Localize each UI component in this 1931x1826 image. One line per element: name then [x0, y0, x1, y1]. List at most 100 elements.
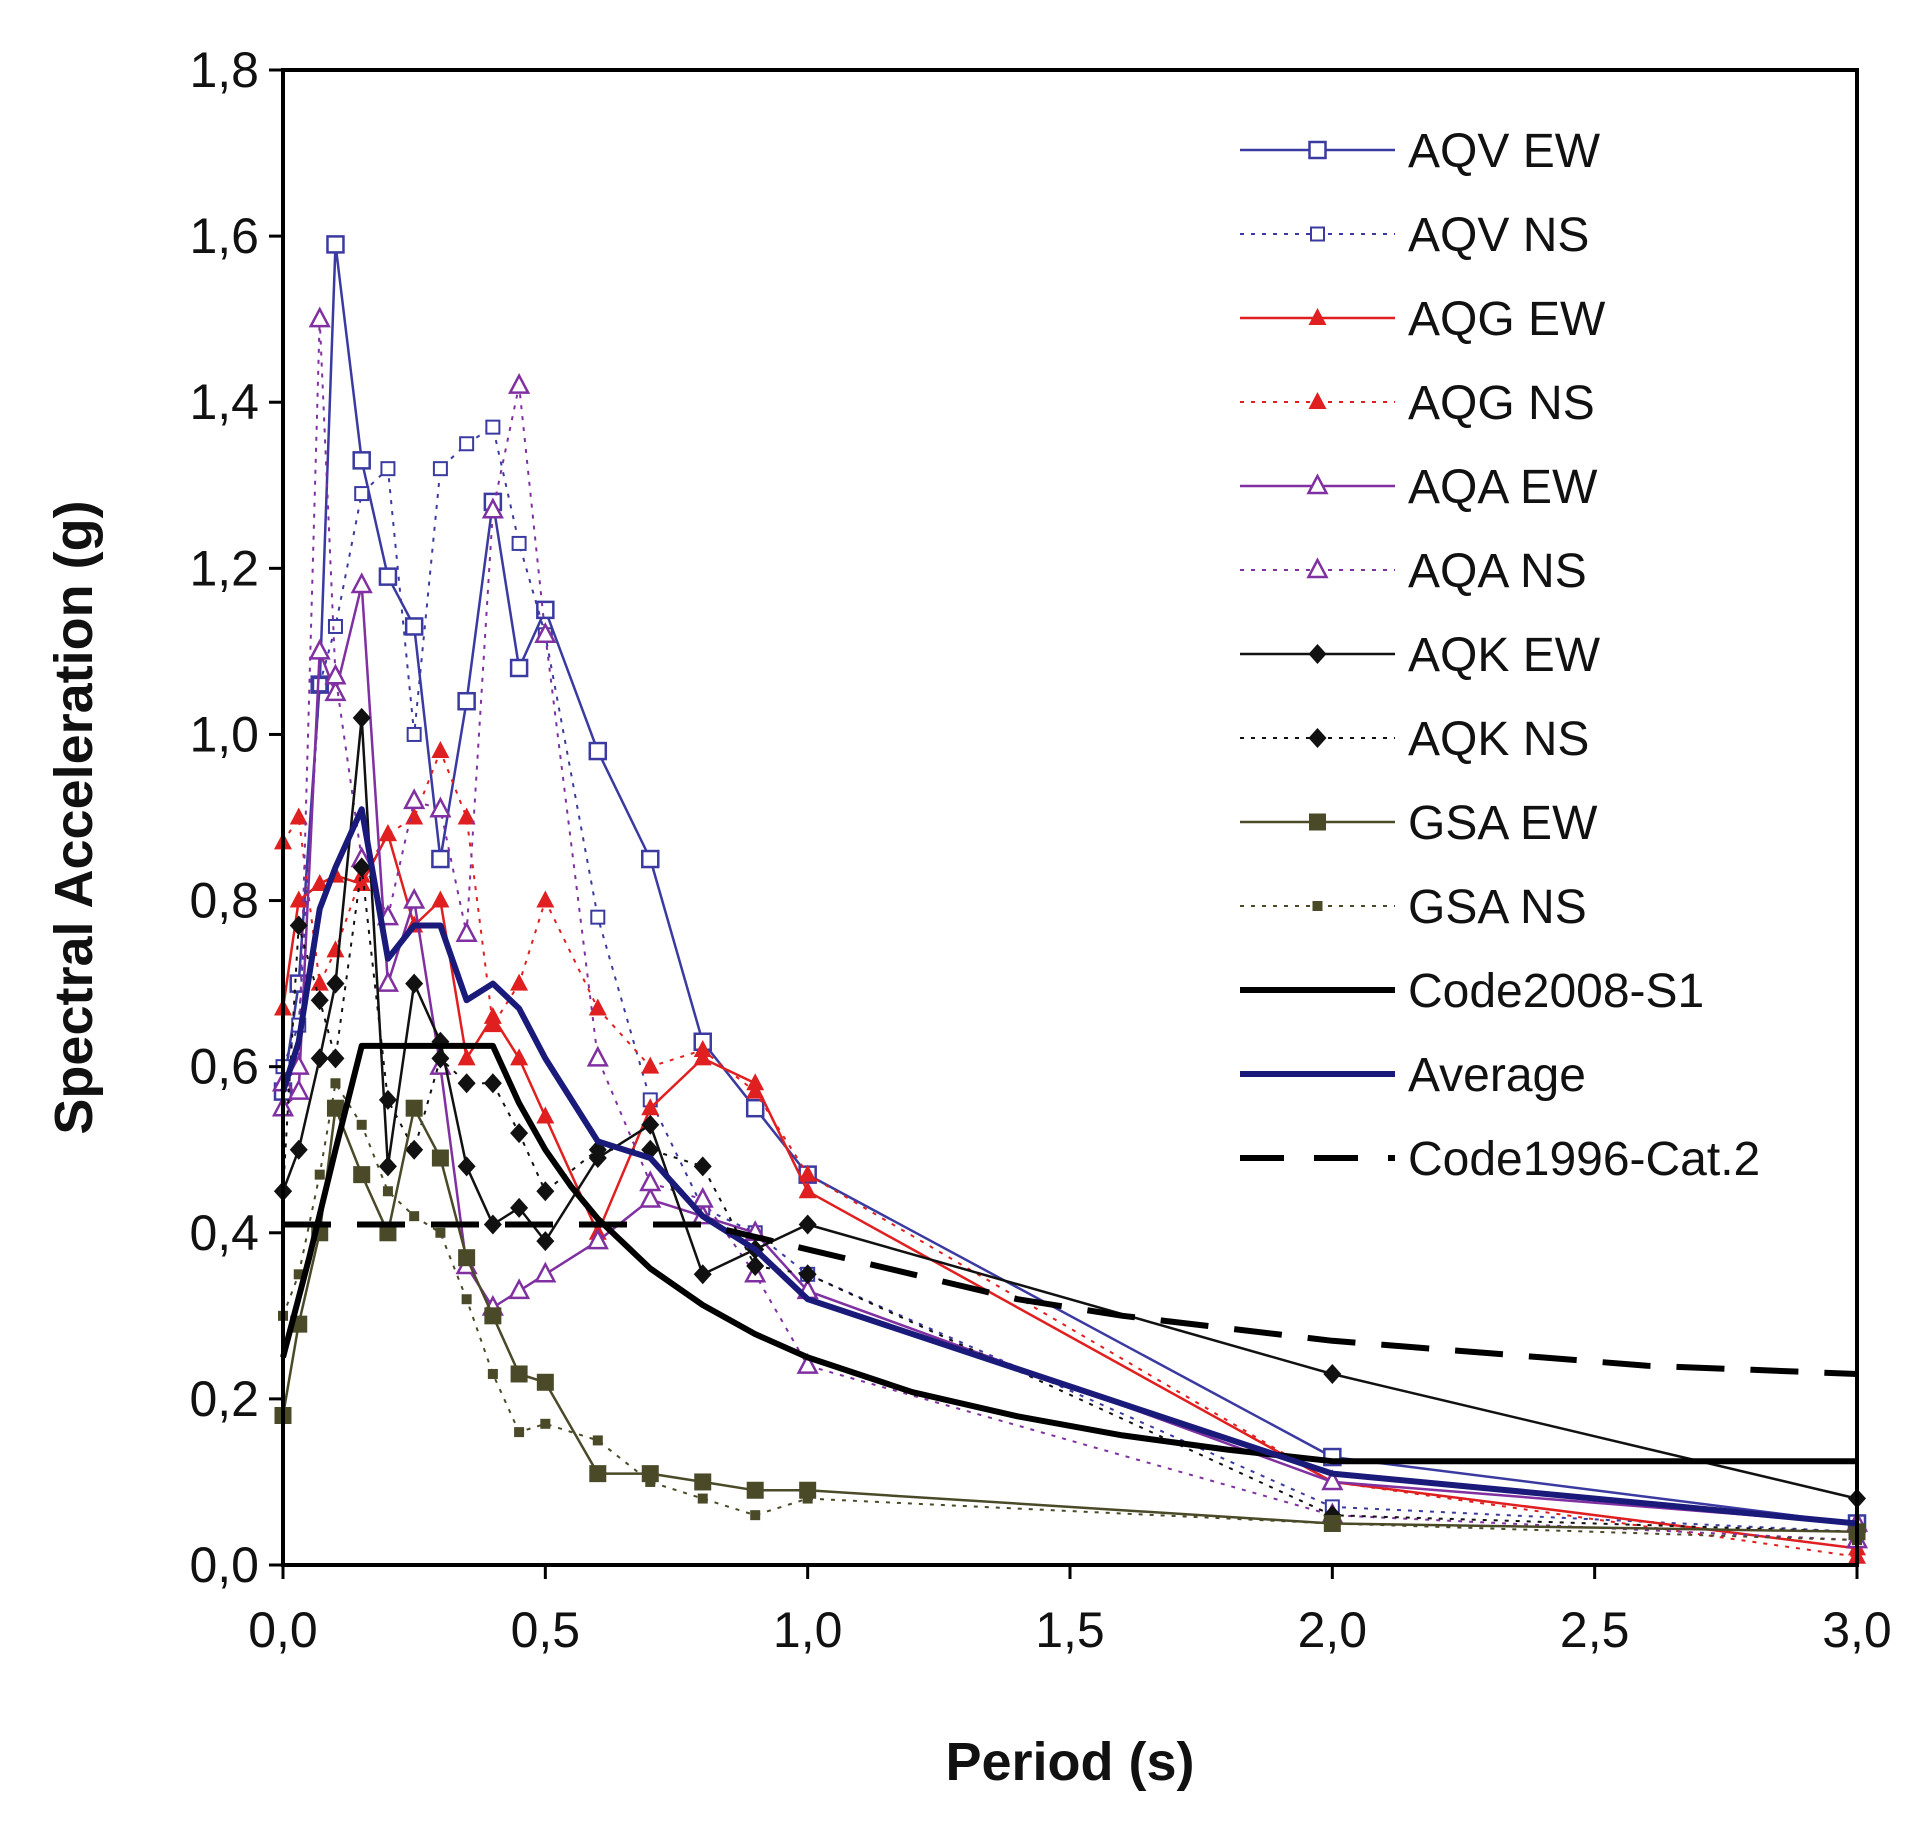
data-point-aqv-ew — [352, 451, 371, 470]
data-point-gsa-ew — [746, 1481, 764, 1499]
data-point-aqv-ew — [457, 691, 476, 711]
data-point-aqa-ew — [287, 1078, 310, 1100]
x-tick-label: 2,0 — [1298, 1602, 1368, 1658]
series-layer — [271, 235, 1869, 1564]
data-point-aqg-ns — [431, 741, 450, 759]
data-point-aqv-ew — [378, 567, 398, 586]
y-tick-label: 1,2 — [189, 540, 259, 596]
legend-item-aqa-ns: AQA NS — [1240, 545, 1587, 598]
data-point-aqk-ew — [352, 707, 371, 728]
data-point-gsa-ns — [409, 1211, 420, 1222]
data-point-aqv-ns — [511, 535, 527, 551]
legend-label-code2008-s1: Code2008-S1 — [1408, 965, 1704, 1018]
data-point-aqk-ns — [483, 1073, 502, 1094]
data-point-aqa-ns — [586, 1045, 609, 1067]
data-point-aqg-ns — [310, 973, 329, 991]
legend-marker-aqk-ns — [1308, 728, 1327, 748]
data-point-aqg-ns — [693, 1040, 712, 1058]
data-point-aqv-ns — [354, 486, 370, 502]
data-point-aqg-ns — [536, 890, 555, 908]
legend-item-aqv-ew: AQV EW — [1240, 125, 1601, 178]
data-point-aqk-ns — [510, 1123, 529, 1144]
legend-marker-aqk-ew — [1308, 644, 1327, 664]
data-point-aqv-ns — [459, 436, 475, 452]
data-point-gsa-ew — [694, 1473, 712, 1491]
data-point-gsa-ew — [589, 1465, 607, 1483]
data-point-aqv-ew — [641, 849, 660, 869]
data-point-aqa-ew — [586, 1228, 609, 1250]
data-point-aqa-ew — [308, 638, 331, 660]
x-tick-label: 2,5 — [1560, 1602, 1630, 1658]
data-point-aqa-ns — [508, 372, 531, 394]
data-point-aqa-ew — [324, 680, 347, 702]
data-point-aqg-ns — [457, 807, 476, 825]
y-axis-title: Spectral Acceleration (g) — [44, 500, 104, 1134]
data-point-gsa-ew — [431, 1149, 449, 1167]
legend-item-aqv-ns: AQV NS — [1240, 209, 1589, 262]
data-point-aqa-ns — [455, 921, 478, 943]
data-point-gsa-ew — [536, 1373, 554, 1391]
data-point-gsa-ns — [750, 1510, 761, 1521]
legend-label-aqa-ns: AQA NS — [1408, 545, 1587, 598]
data-point-aqk-ew — [798, 1214, 817, 1235]
data-point-aqk-ew — [536, 1231, 555, 1252]
y-tick-label: 1,4 — [189, 374, 259, 430]
legend-item-gsa-ew: GSA EW — [1240, 797, 1598, 850]
legend-item-aqa-ew: AQA EW — [1240, 461, 1598, 514]
data-point-aqk-ew — [693, 1264, 712, 1285]
data-point-aqk-ew — [289, 1139, 308, 1160]
data-point-aqg-ns — [289, 807, 308, 825]
data-point-aqv-ns — [432, 461, 448, 477]
data-point-aqa-ns — [639, 1170, 662, 1192]
y-tick-label: 1,6 — [189, 208, 259, 264]
legend-marker-aqa-ew — [1306, 473, 1329, 495]
series-line-code1996-cat-2 — [283, 1221, 1858, 1377]
data-point-gsa-ns — [1327, 1518, 1338, 1529]
legend-item-average: Average — [1240, 1049, 1586, 1102]
legend-item-aqg-ns: AQG NS — [1240, 377, 1595, 430]
legend-label-aqk-ew: AQK EW — [1408, 629, 1601, 682]
legend-item-code2008-s1: Code2008-S1 — [1240, 965, 1704, 1018]
data-point-aqv-ns — [406, 726, 422, 742]
legend-marker-gsa-ns — [1312, 901, 1323, 911]
data-point-aqk-ew — [378, 1156, 397, 1177]
data-point-aqa-ns — [796, 1352, 819, 1374]
legend-label-aqg-ew: AQG EW — [1408, 293, 1606, 346]
data-point-aqg-ew — [457, 1048, 476, 1066]
data-point-aqk-ns — [352, 857, 371, 878]
data-point-aqk-ns — [405, 1139, 424, 1160]
series-line-code2008-s1 — [280, 1042, 1857, 1465]
data-point-aqg-ew — [289, 890, 308, 908]
series-code1996-cat-2 — [283, 1221, 1858, 1377]
y-tick-label: 1,0 — [189, 706, 259, 762]
y-tick-label: 1,8 — [189, 42, 259, 98]
series-line-average — [280, 806, 1858, 1527]
data-point-gsa-ns — [435, 1227, 446, 1238]
data-point-aqg-ns — [326, 940, 345, 958]
y-tick-label: 0,6 — [189, 1039, 259, 1095]
data-point-gsa-ns — [314, 1169, 325, 1180]
data-point-aqg-ew — [431, 890, 450, 908]
data-point-aqa-ew — [639, 1186, 662, 1208]
data-point-aqg-ew — [536, 1106, 555, 1124]
legend-item-aqk-ew: AQK EW — [1240, 629, 1601, 682]
legend-label-aqv-ew: AQV EW — [1408, 125, 1601, 178]
data-point-aqk-ew — [310, 1048, 329, 1069]
data-point-aqa-ns — [534, 622, 557, 644]
y-tick-label: 0,4 — [189, 1205, 259, 1261]
data-point-gsa-ew — [458, 1249, 476, 1267]
legend-item-aqk-ns: AQK NS — [1240, 713, 1589, 766]
data-point-aqv-ew — [509, 658, 529, 678]
legend-label-aqv-ns: AQV NS — [1408, 209, 1589, 262]
data-point-aqv-ns — [312, 677, 328, 693]
x-tick-label: 0,5 — [511, 1602, 581, 1658]
data-point-aqa-ew — [1321, 1469, 1344, 1491]
data-point-aqk-ns — [798, 1264, 817, 1285]
data-point-gsa-ns — [697, 1493, 708, 1504]
axis-layer: 0,0 0,2 0,4 0,6 0,8 1,0 1,2 1,4 1,6 1,8 0,0 0,5 1,0 1… — [189, 42, 1891, 1658]
data-point-aqa-ew — [508, 1278, 531, 1300]
x-tick-label: 0,0 — [248, 1602, 318, 1658]
data-point-aqa-ns — [481, 497, 504, 519]
x-tick-label: 1,0 — [773, 1602, 843, 1658]
